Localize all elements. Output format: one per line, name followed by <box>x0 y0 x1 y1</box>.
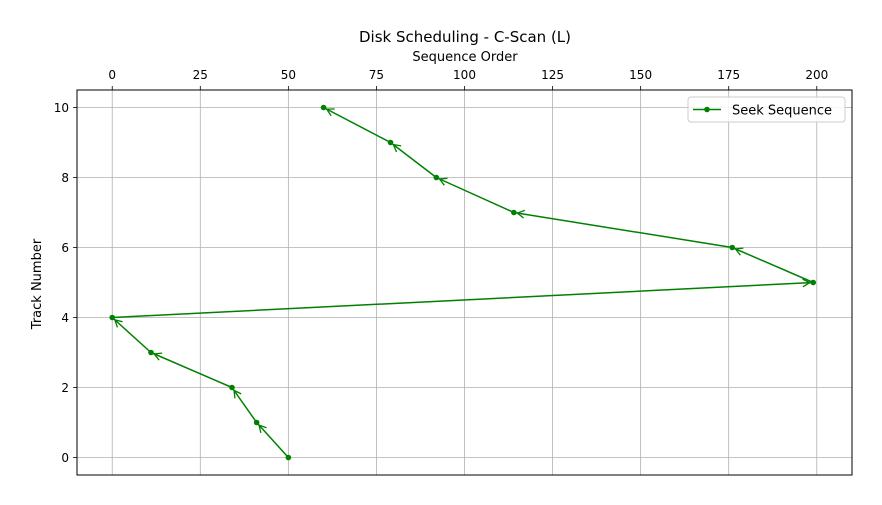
y-tick-label: 4 <box>61 311 69 325</box>
y-tick-label: 0 <box>61 451 69 465</box>
x-tick-label: 25 <box>193 68 208 82</box>
axis-ticks: 0 25 50 75 100 125 150 175 200 0 2 4 6 8 10 <box>54 68 829 465</box>
direction-arrow <box>258 424 267 434</box>
chart-title: Disk Scheduling - C-Scan (L) <box>359 28 571 46</box>
data-point <box>387 139 394 146</box>
series-line <box>111 106 814 459</box>
data-point <box>229 384 235 391</box>
direction-arrow <box>734 247 744 256</box>
legend-box <box>687 96 846 123</box>
legend-marker <box>704 106 710 113</box>
data-point <box>511 209 517 216</box>
direction-arrow <box>438 177 448 186</box>
x-tick-label: 175 <box>717 68 740 82</box>
direction-arrow <box>152 352 163 361</box>
legend: Seek Sequence <box>687 96 846 123</box>
data-point <box>109 314 116 321</box>
legend-label: Seek Sequence <box>732 104 832 119</box>
data-point <box>148 349 154 356</box>
grid <box>77 90 852 475</box>
direction-arrow <box>113 318 123 328</box>
y-axis-label: Track Number <box>30 238 45 330</box>
data-point <box>253 419 260 426</box>
x-tick-label: 0 <box>108 68 116 82</box>
data-point <box>729 244 736 251</box>
y-tick-label: 8 <box>61 171 69 185</box>
plot-area-frame <box>76 89 853 476</box>
x-tick-label: 75 <box>369 68 384 82</box>
data-point <box>810 279 817 286</box>
x-tick-label: 200 <box>805 68 828 82</box>
x-tick-label: 125 <box>541 68 564 82</box>
x-tick-label: 50 <box>281 68 296 82</box>
x-axis-label: Sequence Order <box>412 50 518 65</box>
y-tick-label: 10 <box>54 101 69 115</box>
direction-arrow <box>802 278 812 288</box>
x-tick-label: 150 <box>629 68 652 82</box>
direction-arrow <box>392 143 402 153</box>
direction-arrow <box>515 209 526 219</box>
data-point <box>433 174 440 181</box>
data-point <box>320 104 327 111</box>
y-tick-label: 6 <box>61 241 69 255</box>
direction-arrow <box>233 389 242 399</box>
y-tick-label: 2 <box>61 381 69 395</box>
series-layer <box>109 104 817 461</box>
data-point <box>285 454 292 461</box>
direction-arrow <box>325 108 335 117</box>
x-tick-label: 100 <box>453 68 476 82</box>
